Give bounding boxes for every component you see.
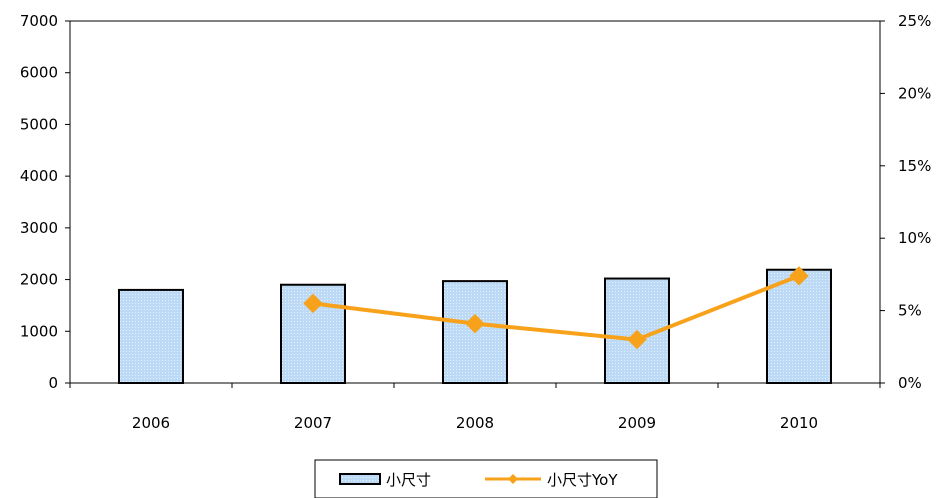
bar-2007: [280, 283, 346, 384]
yoy-marker-2007: [303, 293, 323, 314]
y-left-tick-label: 4000: [20, 167, 58, 185]
y-left-tick-label: 0: [48, 374, 58, 392]
y-left-tick-label: 3000: [20, 219, 58, 237]
legend-diamond-icon: [508, 474, 518, 484]
plot-area: 0 1000 2000 3000 4000 5000 6000 7000 0% 5% 10% 15% 2…: [20, 12, 932, 432]
x-tick-label: 2006: [132, 414, 170, 432]
y-left-tick-label: 6000: [20, 64, 58, 82]
x-tick-label: 2009: [618, 414, 656, 432]
legend-bar-swatch: [339, 473, 381, 485]
legend-label-line: 小尺寸YoY: [547, 471, 618, 489]
y-right-tick-label: 5%: [898, 302, 922, 320]
yoy-marker-2010: [789, 266, 809, 286]
bar-2006: [118, 288, 184, 384]
legend: 小尺寸 小尺寸YoY: [314, 459, 658, 498]
bar-2010: [766, 268, 832, 385]
y-left-tick-label: 2000: [20, 271, 58, 289]
y-left-tick-label: 7000: [20, 12, 58, 30]
x-tick-label: 2010: [780, 414, 818, 432]
y-right-tick-label: 25%: [898, 12, 931, 30]
y-right-tick-label: 0%: [898, 374, 922, 392]
y-left-tick-label: 5000: [20, 115, 58, 133]
y-left-tick-label: 1000: [20, 322, 58, 340]
legend-label-bar: 小尺寸: [386, 471, 431, 489]
x-tick-label: 2007: [294, 414, 332, 432]
yoy-line: [312, 273, 800, 342]
y-right-tick-label: 15%: [898, 157, 931, 175]
y-right-tick-label: 10%: [898, 229, 931, 247]
y-right-tick-label: 20%: [898, 84, 931, 102]
yoy-marker-2008: [465, 313, 485, 334]
yoy-marker-2009: [627, 329, 647, 350]
x-tick-label: 2008: [456, 414, 494, 432]
